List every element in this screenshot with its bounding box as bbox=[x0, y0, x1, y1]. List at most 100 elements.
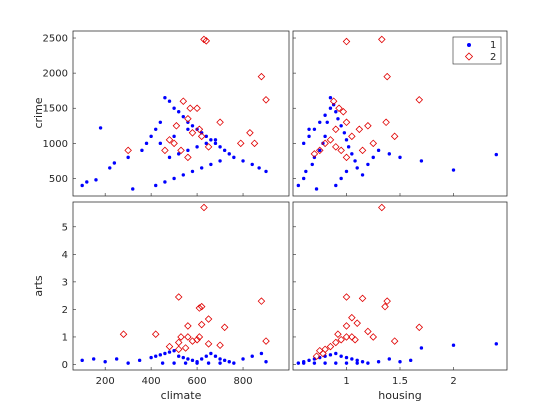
point-series-1 bbox=[167, 99, 172, 103]
point-series-1 bbox=[344, 138, 349, 142]
point-series-2 bbox=[186, 104, 194, 112]
point-series-2 bbox=[339, 107, 348, 116]
point-series-1 bbox=[371, 155, 375, 160]
point-series-1 bbox=[183, 361, 188, 365]
point-series-1 bbox=[321, 141, 325, 146]
point-series-2 bbox=[319, 349, 327, 358]
point-series-1 bbox=[318, 120, 322, 124]
point-series-1 bbox=[199, 166, 204, 170]
point-series-2 bbox=[321, 139, 329, 148]
y-tick-label: 3 bbox=[62, 277, 68, 288]
point-series-2 bbox=[216, 118, 224, 127]
point-series-1 bbox=[307, 134, 311, 139]
point-series-1 bbox=[451, 343, 456, 347]
point-series-2 bbox=[342, 333, 351, 341]
point-series-1 bbox=[307, 358, 311, 363]
point-series-1 bbox=[167, 155, 172, 160]
point-series-1 bbox=[91, 357, 96, 361]
point-series-2 bbox=[184, 333, 192, 341]
point-series-1 bbox=[144, 141, 149, 146]
point-series-2 bbox=[204, 340, 213, 348]
point-series-1 bbox=[312, 127, 317, 131]
point-series-2 bbox=[197, 132, 206, 141]
point-series-2 bbox=[342, 153, 351, 162]
point-series-1 bbox=[186, 127, 190, 131]
point-series-1 bbox=[195, 145, 199, 149]
x-axis-label-climate: climate bbox=[161, 389, 202, 402]
point-series-2 bbox=[174, 345, 183, 354]
point-series-1 bbox=[140, 148, 144, 153]
point-series-1 bbox=[149, 134, 153, 139]
point-series-2 bbox=[390, 337, 399, 345]
point-series-2 bbox=[204, 315, 213, 323]
point-series-1 bbox=[172, 349, 176, 353]
x-tick-label: 800 bbox=[233, 376, 252, 387]
pane-housing-arts bbox=[292, 201, 508, 371]
point-series-2 bbox=[165, 342, 174, 351]
point-series-2 bbox=[378, 203, 386, 212]
y-tick-label: 2000 bbox=[43, 69, 68, 80]
point-series-1 bbox=[339, 124, 343, 128]
point-series-2 bbox=[415, 96, 424, 104]
point-series-1 bbox=[227, 360, 231, 364]
point-series-2 bbox=[358, 146, 367, 155]
point-series-1 bbox=[387, 152, 391, 156]
point-series-1 bbox=[204, 134, 208, 139]
point-series-2 bbox=[337, 146, 345, 155]
point-series-2 bbox=[184, 153, 192, 162]
point-series-2 bbox=[200, 35, 208, 44]
legend-marker-series-1 bbox=[467, 43, 471, 47]
point-series-1 bbox=[190, 169, 195, 174]
point-series-2 bbox=[329, 97, 338, 105]
point-series-2 bbox=[326, 342, 335, 351]
point-series-2 bbox=[257, 297, 266, 305]
point-series-2 bbox=[335, 104, 343, 112]
point-series-2 bbox=[177, 333, 185, 341]
point-series-1 bbox=[350, 357, 354, 361]
point-series-2 bbox=[315, 146, 324, 155]
point-series-1 bbox=[195, 127, 199, 131]
point-series-1 bbox=[323, 113, 327, 117]
point-series-1 bbox=[339, 176, 343, 181]
point-series-1 bbox=[241, 159, 245, 163]
point-series-1 bbox=[328, 353, 333, 357]
point-series-2 bbox=[200, 203, 208, 212]
point-series-1 bbox=[222, 148, 227, 153]
point-series-1 bbox=[355, 358, 359, 363]
point-series-1 bbox=[209, 138, 213, 142]
point-series-1 bbox=[376, 148, 381, 153]
point-series-1 bbox=[419, 346, 424, 350]
point-series-2 bbox=[220, 323, 229, 332]
point-series-1 bbox=[209, 351, 213, 356]
y-tick-label: 1500 bbox=[43, 104, 68, 115]
point-series-1 bbox=[163, 351, 167, 356]
x-tick-label: 1.5 bbox=[392, 376, 408, 387]
point-series-2 bbox=[177, 146, 185, 155]
point-series-1 bbox=[344, 361, 349, 365]
point-series-1 bbox=[190, 358, 195, 363]
x-tick-label: 1 bbox=[343, 376, 349, 387]
point-series-2 bbox=[193, 104, 201, 112]
point-series-2 bbox=[184, 322, 192, 330]
point-series-1 bbox=[209, 162, 213, 167]
point-series-2 bbox=[124, 146, 132, 155]
point-series-1 bbox=[318, 148, 322, 153]
point-series-1 bbox=[346, 145, 351, 149]
point-series-2 bbox=[353, 319, 361, 327]
point-series-2 bbox=[364, 122, 372, 130]
point-series-2 bbox=[161, 146, 169, 155]
point-series-1 bbox=[314, 187, 319, 191]
point-series-2 bbox=[188, 337, 197, 345]
point-series-2 bbox=[382, 118, 390, 127]
point-series-1 bbox=[419, 159, 424, 163]
point-series-1 bbox=[126, 361, 130, 365]
point-series-1 bbox=[163, 180, 167, 184]
point-series-1 bbox=[302, 361, 306, 365]
pane-climate-crime bbox=[72, 30, 290, 197]
point-series-1 bbox=[218, 145, 222, 149]
point-series-1 bbox=[131, 187, 135, 191]
point-series-1 bbox=[451, 168, 456, 172]
point-series-1 bbox=[344, 355, 349, 360]
point-series-1 bbox=[227, 152, 231, 156]
point-series-1 bbox=[213, 354, 218, 358]
